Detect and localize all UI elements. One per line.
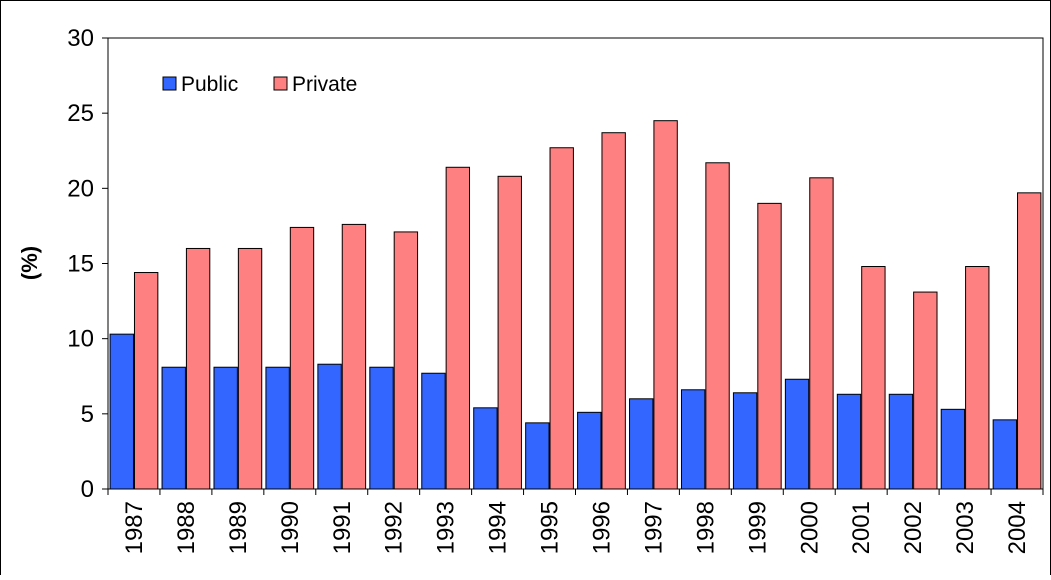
bar-public-1995	[525, 422, 550, 490]
bar-public-1998	[680, 389, 706, 490]
bar-private-1995	[549, 147, 574, 490]
bar-private-2000	[809, 177, 834, 490]
bar-private-1999	[757, 202, 782, 490]
bar-public-1996	[577, 411, 602, 490]
x-tick-label: 1997	[640, 501, 667, 554]
bar-public-1994	[473, 407, 498, 490]
bar-public-2003	[940, 408, 966, 490]
x-tick-label: 1995	[537, 501, 564, 554]
bar-private-1996	[601, 132, 626, 490]
x-tick-label: 1990	[277, 501, 304, 554]
bars	[109, 120, 1042, 490]
legend-swatch-public	[162, 76, 177, 91]
bar-public-1991	[317, 363, 342, 490]
bar-public-1990	[265, 366, 290, 490]
x-tick-label: 1993	[433, 501, 460, 554]
bar-public-2001	[836, 393, 862, 490]
legend-swatch-private	[273, 76, 288, 91]
legend-label-public: Public	[181, 73, 238, 96]
y-tick-label: 30	[67, 25, 94, 52]
x-tick-label: 1994	[485, 501, 512, 554]
x-tick-label: 2003	[952, 501, 979, 554]
bar-private-1988	[185, 247, 211, 490]
x-tick-label: 1996	[588, 501, 615, 554]
y-tick-label: 20	[67, 175, 94, 202]
x-tick-label: 1991	[329, 501, 356, 554]
y-tick-label: 10	[67, 326, 94, 353]
bar-public-1999	[732, 392, 758, 490]
bar-private-1990	[289, 226, 315, 490]
bar-private-1992	[393, 231, 419, 490]
y-tick-label: 0	[81, 476, 94, 503]
y-tick-label: 25	[67, 100, 94, 127]
bar-public-2000	[784, 378, 810, 490]
y-axis-label: (%)	[17, 246, 42, 280]
x-axis: 1987 1988 1989 1990 1991 1992 1993 1994 1995 1996…	[107, 489, 1044, 554]
x-tick-label: 1987	[121, 501, 148, 554]
legend: Public Private	[162, 73, 357, 96]
y-axis: 0 5 10 15 20 25 30	[67, 25, 108, 503]
bar-public-1989	[213, 366, 238, 490]
bar-private-2002	[913, 291, 938, 490]
bar-private-1989	[237, 247, 263, 490]
bar-private-1994	[497, 175, 522, 490]
bar-private-1997	[653, 120, 678, 490]
bar-private-1987	[133, 272, 159, 490]
x-tick-label: 2001	[848, 501, 875, 554]
bar-private-1998	[705, 162, 730, 490]
x-tick-label: 1988	[173, 501, 200, 554]
bar-public-1992	[369, 366, 394, 490]
bar-private-2003	[965, 266, 990, 490]
x-tick-label: 1999	[744, 501, 771, 554]
bar-private-1991	[341, 223, 367, 490]
x-tick-label: 2004	[1004, 501, 1031, 554]
bar-public-1987	[109, 333, 134, 490]
bar-public-2002	[888, 393, 914, 490]
legend-label-private: Private	[292, 73, 357, 96]
bar-public-1988	[161, 366, 186, 490]
x-tick-label: 2002	[900, 501, 927, 554]
y-tick-label: 5	[81, 401, 94, 428]
bar-private-2001	[861, 266, 886, 490]
x-tick-label: 1998	[692, 501, 719, 554]
x-tick-label: 1989	[225, 501, 252, 554]
bar-public-2004	[992, 419, 1018, 490]
y-tick-label: 15	[67, 251, 94, 278]
bar-public-1997	[629, 398, 654, 490]
bar-public-1993	[421, 372, 446, 490]
x-tick-label: 2000	[796, 501, 823, 554]
bar-private-2004	[1017, 192, 1042, 490]
x-tick-label: 1992	[381, 501, 408, 554]
bar-private-1993	[445, 166, 471, 490]
